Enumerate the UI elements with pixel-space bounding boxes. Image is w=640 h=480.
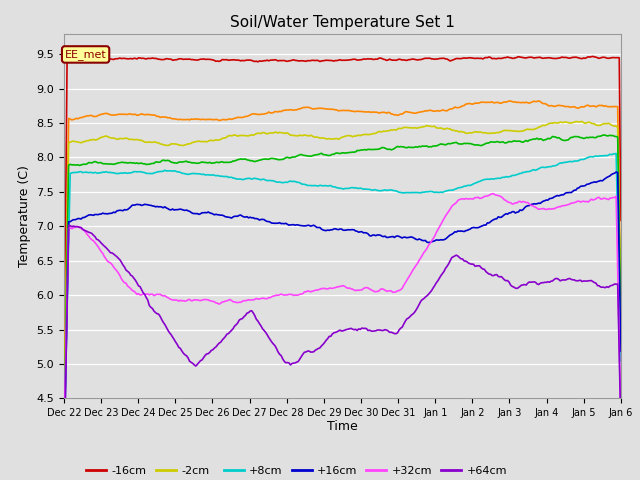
Legend: -16cm, -8cm, -2cm, +2cm, +8cm, +16cm, +32cm, +64cm: -16cm, -8cm, -2cm, +2cm, +8cm, +16cm, +3…	[86, 466, 508, 480]
Title: Soil/Water Temperature Set 1: Soil/Water Temperature Set 1	[230, 15, 455, 30]
Y-axis label: Temperature (C): Temperature (C)	[18, 165, 31, 267]
X-axis label: Time: Time	[327, 420, 358, 432]
Text: EE_met: EE_met	[65, 49, 106, 60]
